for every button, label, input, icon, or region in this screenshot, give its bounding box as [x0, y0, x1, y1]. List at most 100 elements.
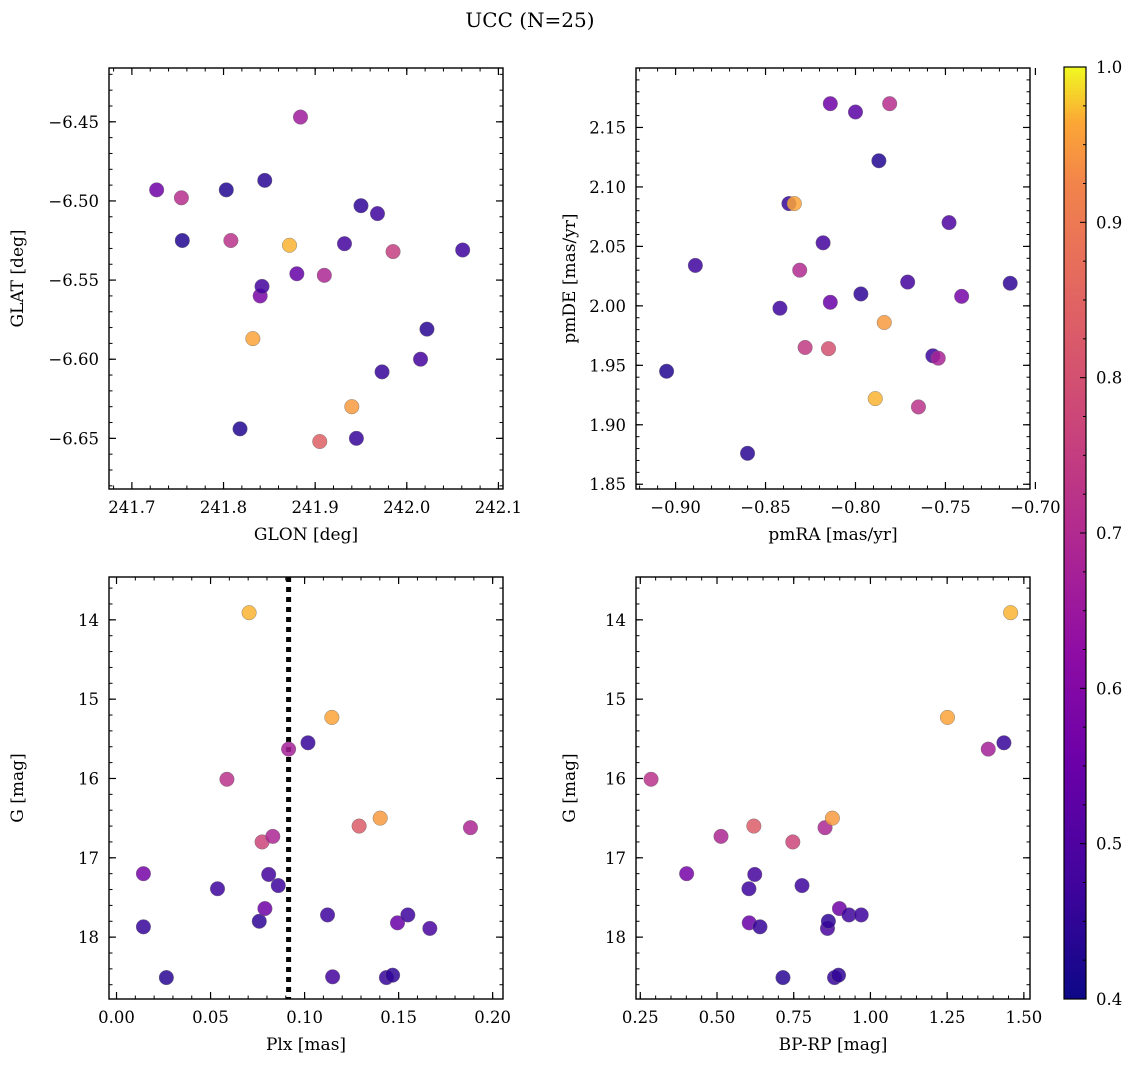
- y-axis-label: G [mag]: [560, 753, 580, 822]
- data-point: [824, 810, 840, 826]
- data-point: [210, 881, 226, 897]
- data-point: [822, 96, 838, 112]
- y-tick-label: 14: [78, 611, 99, 630]
- data-point: [910, 399, 926, 415]
- data-point: [158, 970, 174, 986]
- data-point: [251, 913, 267, 929]
- axes-frame: [635, 576, 1031, 1000]
- data-point: [282, 237, 298, 253]
- y-tick-label: 18: [605, 928, 626, 947]
- data-point: [369, 206, 385, 222]
- data-point: [871, 153, 887, 169]
- y-axis-label: G [mag]: [8, 753, 28, 822]
- y-tick-label: 17: [605, 849, 626, 868]
- data-point: [1003, 605, 1019, 621]
- data-point: [135, 866, 151, 882]
- colorbar-tick-label: 0.6: [1096, 679, 1122, 698]
- data-point: [312, 434, 328, 450]
- data-point: [853, 907, 869, 923]
- data-point: [853, 286, 869, 302]
- y-tick-label: 1.95: [589, 356, 626, 375]
- data-point: [316, 267, 332, 283]
- data-point: [679, 866, 695, 882]
- colorbar-gradient: [1064, 67, 1086, 999]
- data-point: [752, 919, 768, 935]
- y-tick-label: −6.45: [48, 113, 99, 132]
- x-tick-label: −0.85: [740, 498, 791, 517]
- data-point: [257, 172, 273, 188]
- data-point: [786, 196, 802, 212]
- data-point: [422, 920, 438, 936]
- x-tick-label: 0.20: [474, 1008, 511, 1027]
- y-tick-label: −6.60: [48, 350, 99, 369]
- data-point: [353, 198, 369, 214]
- x-tick-label: 0.00: [98, 1008, 135, 1027]
- axes-frame: [635, 67, 1031, 490]
- data-point: [792, 262, 808, 278]
- y-tick-label: 1.85: [589, 475, 626, 494]
- y-tick-label: −6.50: [48, 192, 99, 211]
- data-point: [939, 709, 955, 725]
- data-point: [149, 182, 165, 198]
- colorbar-tick-label: 1.0: [1096, 58, 1122, 77]
- data-point: [293, 109, 309, 125]
- data-point: [374, 364, 390, 380]
- y-tick-label: 15: [78, 690, 99, 709]
- data-point: [173, 190, 189, 206]
- data-point: [218, 182, 234, 198]
- y-tick-label: 2.15: [589, 118, 626, 137]
- y-tick-label: 17: [78, 849, 99, 868]
- data-point: [257, 901, 273, 917]
- x-tick-label: −0.70: [1010, 498, 1061, 517]
- x-tick-label: 241.9: [292, 498, 339, 517]
- data-point: [281, 741, 297, 757]
- data-point: [241, 605, 257, 621]
- data-point: [815, 235, 831, 251]
- x-tick-label: 242.1: [475, 498, 522, 517]
- data-point: [265, 828, 281, 844]
- data-point: [741, 881, 757, 897]
- data-point: [232, 421, 248, 437]
- data-point: [746, 818, 762, 834]
- axes-frame: [108, 576, 504, 1000]
- y-tick-label: 2.10: [589, 178, 626, 197]
- x-tick-label: 241.8: [200, 498, 247, 517]
- data-point: [820, 913, 836, 929]
- data-point: [747, 866, 763, 882]
- y-tick-label: 18: [78, 928, 99, 947]
- data-point: [713, 828, 729, 844]
- data-point: [794, 878, 810, 894]
- data-point: [351, 818, 367, 834]
- data-point: [348, 430, 364, 446]
- y-tick-label: 15: [605, 690, 626, 709]
- data-point: [941, 215, 957, 231]
- data-point: [385, 244, 401, 260]
- data-point: [740, 445, 756, 461]
- data-point: [455, 242, 471, 258]
- data-point: [261, 866, 277, 882]
- panel-pmra-pmde: −0.90 −0.85 −0.80 −0.75 −0.70 1.85 1.90 1.95 2.0…: [560, 67, 1061, 545]
- data-point: [954, 288, 970, 304]
- data-point: [245, 331, 261, 347]
- data-point: [300, 735, 316, 751]
- data-point: [821, 341, 837, 357]
- x-tick-label: −0.90: [650, 498, 701, 517]
- y-axis-label: pmDE [mas/yr]: [560, 213, 580, 343]
- colorbar-tick-label: 0.4: [1096, 990, 1122, 1009]
- data-point: [831, 967, 847, 983]
- data-point: [772, 300, 788, 316]
- x-axis-label: pmRA [mas/yr]: [768, 525, 897, 545]
- y-tick-label: −6.65: [48, 429, 99, 448]
- data-point: [1002, 275, 1018, 291]
- figure-title: UCC (N=25): [465, 8, 594, 32]
- data-point: [385, 967, 401, 983]
- data-point: [344, 399, 360, 415]
- y-tick-label: 14: [605, 611, 626, 630]
- data-point: [135, 919, 151, 935]
- data-point: [980, 741, 996, 757]
- x-axis-label: Plx [mas]: [266, 1035, 346, 1055]
- x-tick-label: −0.75: [920, 498, 971, 517]
- data-point: [223, 233, 239, 249]
- data-point: [389, 915, 405, 931]
- data-point: [419, 321, 435, 337]
